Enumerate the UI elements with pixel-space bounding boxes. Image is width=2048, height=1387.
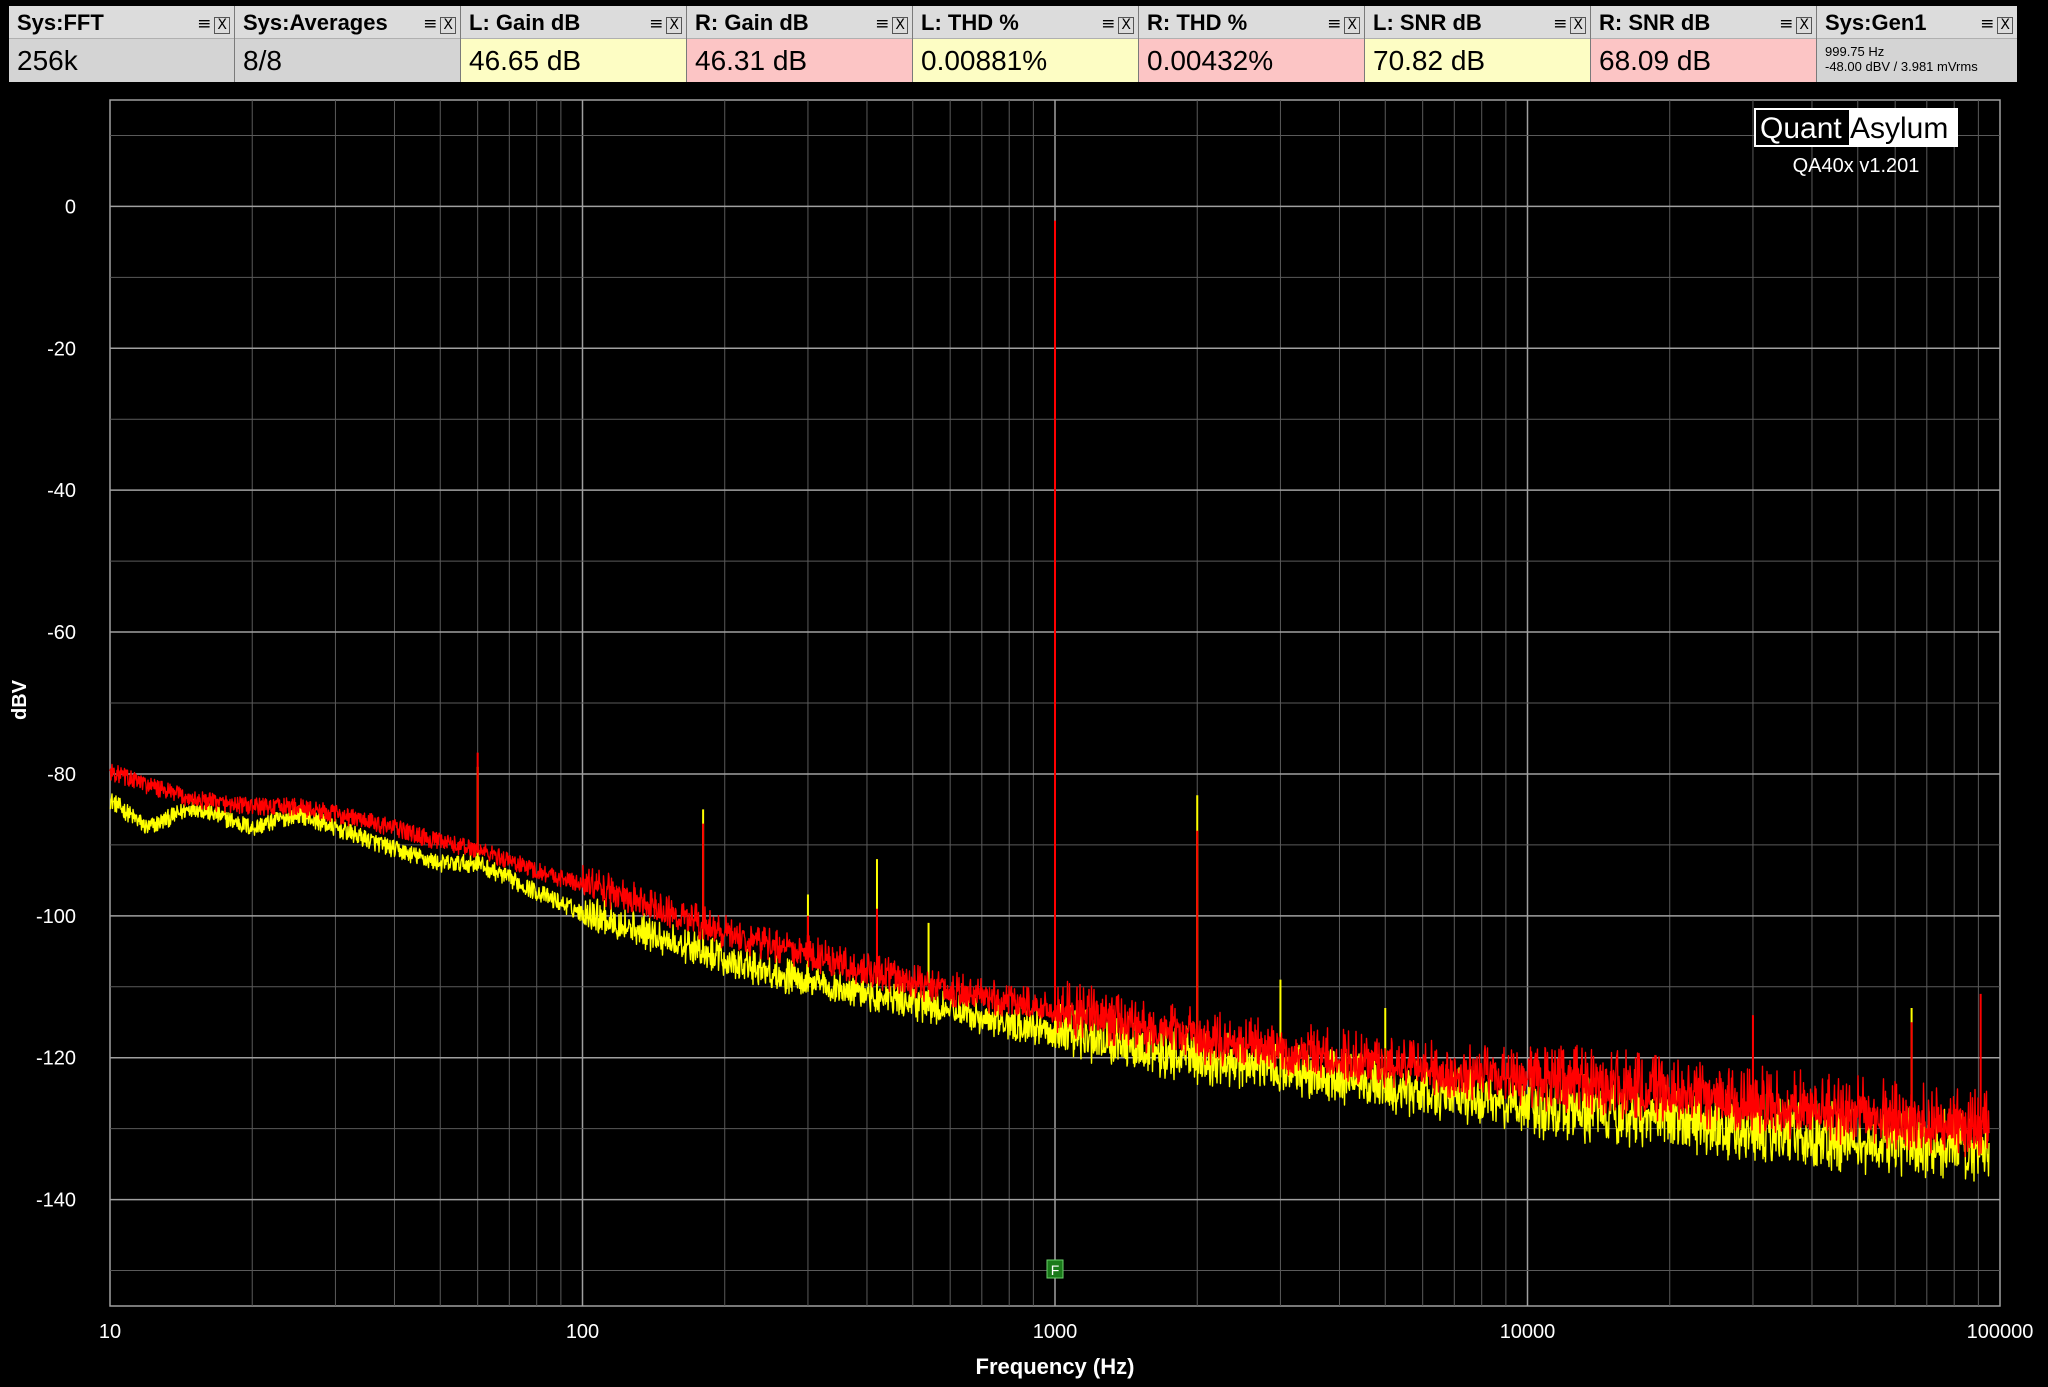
y-tick-label: -40 [47, 480, 76, 502]
close-icon[interactable]: X [1118, 17, 1134, 34]
widget-title: L: Gain dB [469, 10, 581, 35]
menu-icon[interactable]: ≡ [1101, 14, 1116, 34]
widget-value: 46.31 dB [687, 38, 912, 82]
y-tick-label: -60 [47, 622, 76, 644]
menu-icon[interactable]: ≡ [423, 14, 438, 34]
y-axis-label: dBV [9, 679, 31, 720]
menu-icon[interactable]: ≡ [1779, 14, 1794, 34]
widget-right-gain[interactable]: R: Gain dB ≡ X 46.31 dB [687, 6, 913, 82]
y-tick-label: -120 [36, 1048, 76, 1070]
x-tick-label: 100000 [1967, 1321, 2034, 1343]
close-icon[interactable]: X [666, 17, 682, 34]
widget-left-snr[interactable]: L: SNR dB ≡ X 70.82 dB [1365, 6, 1591, 82]
x-tick-label: 10 [99, 1321, 121, 1343]
widget-title: Sys:Gen1 [1825, 10, 1927, 35]
widget-controls: ≡ X [1550, 14, 1586, 34]
brand-logo: Quant Asylum [1754, 108, 1958, 147]
close-icon[interactable]: X [1997, 17, 2013, 34]
generator-level: -48.00 dBV / 3.981 mVrms [1825, 59, 1978, 74]
widget-value: 0.00432% [1139, 38, 1364, 82]
widget-value-area [1817, 38, 2017, 82]
widget-controls: ≡ X [1977, 14, 2013, 34]
widget-controls: ≡ X [194, 14, 230, 34]
widget-value: 68.09 dB [1591, 38, 1816, 82]
y-tick-label: 0 [65, 196, 76, 218]
widget-value: 70.82 dB [1365, 38, 1590, 82]
widget-title: R: SNR dB [1599, 10, 1711, 35]
widget-right-thd[interactable]: R: THD % ≡ X 0.00432% [1139, 6, 1365, 82]
menu-icon[interactable]: ≡ [875, 14, 890, 34]
x-tick-label: 100 [566, 1321, 599, 1343]
logo-part1: Quant [1760, 112, 1842, 145]
frequency-marker[interactable]: F [1046, 1259, 1064, 1279]
widget-right-snr[interactable]: R: SNR dB ≡ X 68.09 dB [1591, 6, 1817, 82]
widget-sys-averages[interactable]: Sys:Averages ≡ X 8/8 [235, 6, 461, 82]
widget-title: L: THD % [921, 10, 1019, 35]
widget-title: R: THD % [1147, 10, 1248, 35]
menu-icon[interactable]: ≡ [197, 14, 212, 34]
y-tick-label: -100 [36, 906, 76, 928]
widget-bar: Sys:FFT ≡ X 256k Sys:Averages ≡ X 8/8 L: G… [9, 6, 2043, 82]
menu-icon[interactable]: ≡ [1553, 14, 1568, 34]
x-axis-label: Frequency (Hz) [976, 1354, 1135, 1379]
widget-title: Sys:FFT [17, 10, 104, 35]
y-tick-label: -80 [47, 764, 76, 786]
close-icon[interactable]: X [892, 17, 908, 34]
y-tick-label: -140 [36, 1190, 76, 1212]
widget-controls: ≡ X [872, 14, 908, 34]
close-icon[interactable]: X [440, 17, 456, 34]
generator-frequency: 999.75 Hz [1825, 44, 1885, 59]
widget-left-gain[interactable]: L: Gain dB ≡ X 46.65 dB [461, 6, 687, 82]
right-channel-trace [109, 763, 1990, 1158]
widget-controls: ≡ X [1776, 14, 1812, 34]
menu-icon[interactable]: ≡ [1327, 14, 1342, 34]
close-icon[interactable]: X [1344, 17, 1360, 34]
chart-traces [109, 220, 1990, 1182]
logo-part2: Asylum [1850, 112, 1948, 145]
widget-controls: ≡ X [1324, 14, 1360, 34]
menu-icon[interactable]: ≡ [649, 14, 664, 34]
widget-title: Sys:Averages [243, 10, 388, 35]
close-icon[interactable]: X [214, 17, 230, 34]
left-channel-trace [109, 793, 1990, 1182]
widget-left-thd[interactable]: L: THD % ≡ X 0.00881% [913, 6, 1139, 82]
widget-sys-gen1[interactable]: Sys:Gen1 ≡ X 999.75 Hz -48.00 dBV / 3.981… [1817, 6, 2017, 82]
x-tick-label: 10000 [1500, 1321, 1556, 1343]
widget-title: L: SNR dB [1373, 10, 1482, 35]
y-tick-label: -20 [47, 338, 76, 360]
chart-ticks: 10 100 1000 10000 100000 0 -20 -40 -60 -80 -100 -12… [36, 196, 2033, 1343]
widget-controls: ≡ X [1098, 14, 1134, 34]
widget-value: 46.65 dB [461, 38, 686, 82]
widget-value: 8/8 [235, 38, 460, 82]
close-icon[interactable]: X [1570, 17, 1586, 34]
frequency-marker-label: F [1051, 1262, 1060, 1278]
generator-readout: 999.75 Hz -48.00 dBV / 3.981 mVrms [1825, 44, 1978, 74]
widget-value: 0.00881% [913, 38, 1138, 82]
version-label: QA40x v1.201 [1793, 155, 1920, 177]
x-tick-label: 1000 [1033, 1321, 1078, 1343]
close-icon[interactable]: X [1796, 17, 1812, 34]
widget-controls: ≡ X [420, 14, 456, 34]
menu-icon[interactable]: ≡ [1980, 14, 1995, 34]
chart-grid [109, 99, 2001, 1307]
widget-sys-fft[interactable]: Sys:FFT ≡ X 256k [9, 6, 235, 82]
widget-value: 256k [9, 38, 234, 82]
widget-controls: ≡ X [646, 14, 682, 34]
widget-title: R: Gain dB [695, 10, 809, 35]
